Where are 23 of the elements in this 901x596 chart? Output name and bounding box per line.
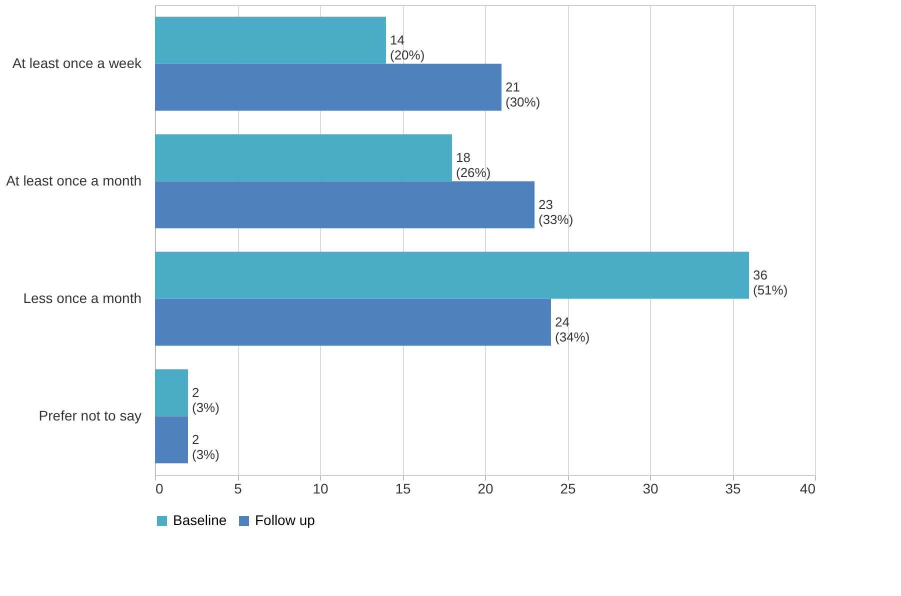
data-label: 2 (3%) [192,432,220,462]
data-label: 2 (3%) [192,384,220,415]
x-tick-label: 20 [478,480,494,496]
x-tick-label: 35 [725,480,741,496]
x-tick-label: 5 [234,480,242,496]
x-tick-label: 10 [312,480,328,496]
x-tick-label: 30 [642,480,658,496]
legend-label: Follow up [255,512,316,528]
legend-label: Baseline [173,512,227,528]
data-label: 23 (33%) [538,196,574,227]
y-tick-label: Less once a month [23,290,142,306]
y-tick-label: Prefer not to say [38,407,142,424]
x-tick-label: 0 [156,480,164,496]
y-tick-label: At least once a week [12,54,142,71]
data-label: 18 (26%) [456,150,491,180]
data-label: 24 (34%) [555,314,590,344]
x-tick-label: 25 [560,480,576,496]
data-label: 14 (20%) [390,32,425,62]
x-tick-label: 40 [800,480,816,496]
data-label: 36 (51%) [753,267,788,298]
y-tick-label: At least once a month [6,172,142,188]
x-tick-label: 15 [395,480,411,496]
data-label: 21 (30%) [506,79,540,110]
